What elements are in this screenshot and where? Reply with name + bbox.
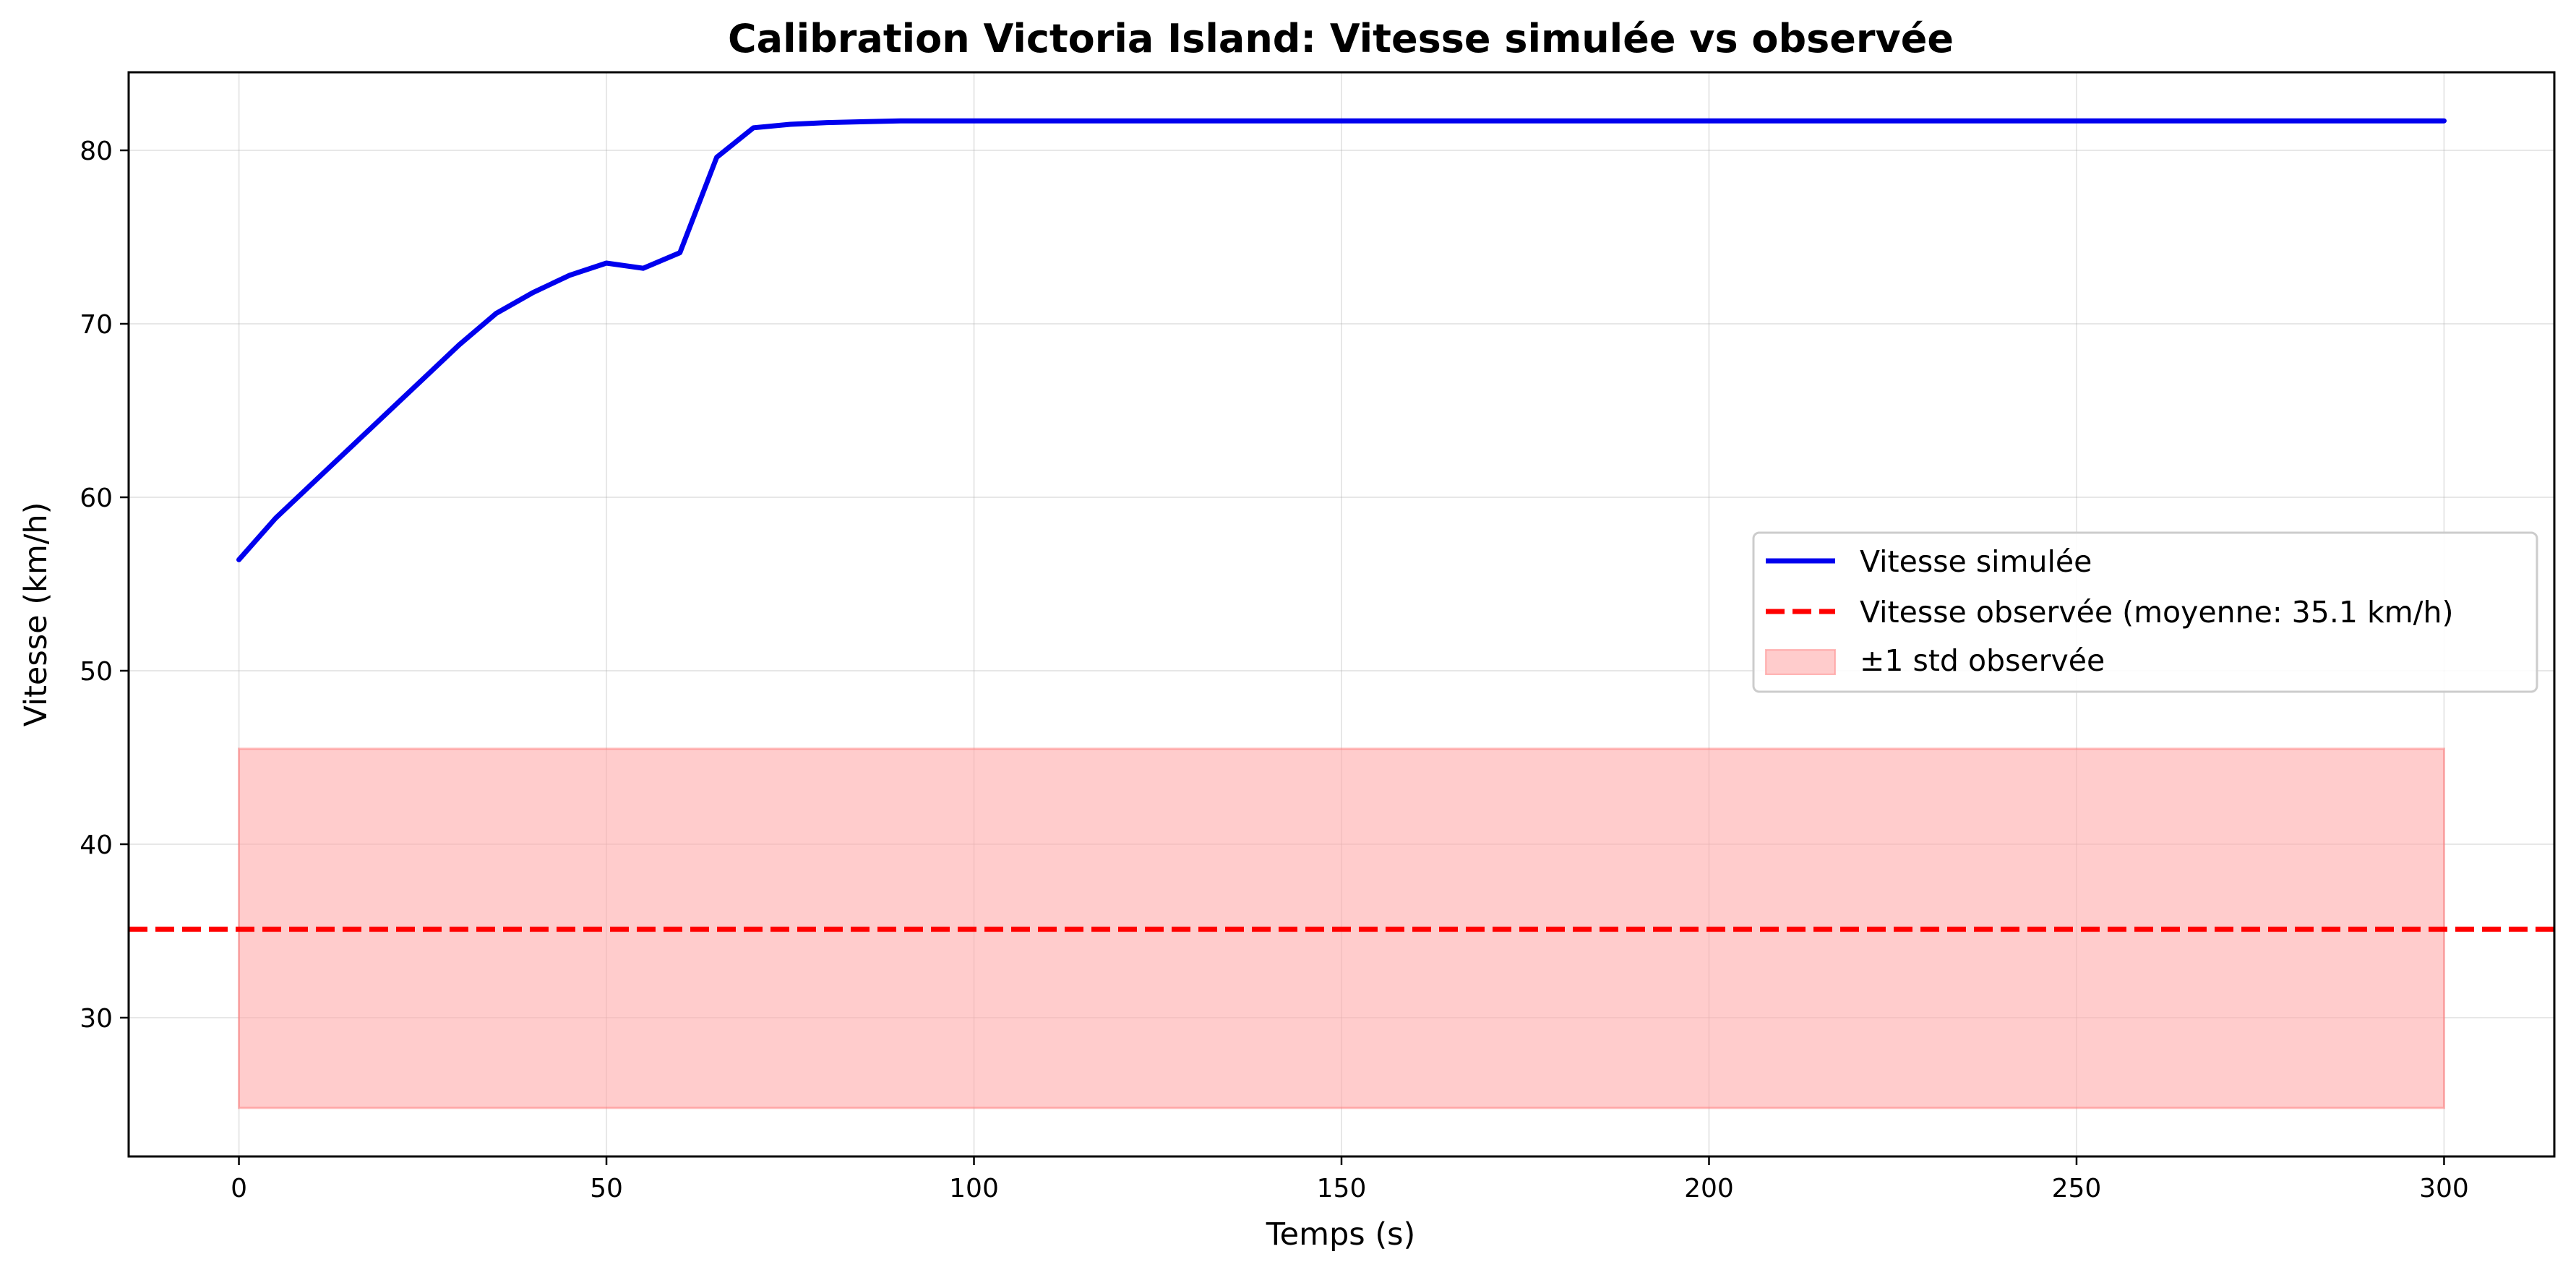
y-tick-label: 80: [80, 137, 113, 166]
legend: Vitesse simulée Vitesse observée (moyenn…: [1752, 531, 2538, 693]
legend-label-std: ±1 std observée: [1860, 643, 2105, 678]
line-layer: [236, 118, 2447, 562]
y-tick-label: 40: [80, 830, 113, 860]
y-axis-label: Vitesse (km/h): [18, 502, 54, 727]
y-tick-label: 30: [80, 1004, 113, 1034]
y-tick-label: 50: [80, 657, 113, 687]
x-tick-label: 200: [1684, 1174, 1734, 1203]
chart-title: Calibration Victoria Island: Vitesse sim…: [728, 16, 1954, 61]
x-tick-label: 150: [1317, 1174, 1367, 1203]
x-tick-label: 250: [2052, 1174, 2102, 1203]
y-tick-label: 60: [80, 484, 113, 513]
x-axis-label: Temps (s): [1266, 1216, 1416, 1253]
x-tick-label: 100: [949, 1174, 999, 1203]
legend-label-simulated: Vitesse simulée: [1860, 544, 2092, 579]
legend-label-observed: Vitesse observée (moyenne: 35.1 km/h): [1860, 595, 2453, 630]
x-tick-label: 300: [2419, 1174, 2469, 1203]
simulated-speed-line: [236, 118, 2447, 562]
y-ticks: 30 40 50 60 70 80: [80, 137, 129, 1034]
legend-swatch-std: [1765, 649, 1836, 675]
legend-box: [1752, 531, 2538, 693]
x-ticks: 0 50 100 150 200 250 300: [231, 1156, 2469, 1203]
x-tick-label: 0: [231, 1174, 247, 1203]
x-tick-label: 50: [590, 1174, 623, 1203]
y-tick-label: 70: [80, 310, 113, 340]
